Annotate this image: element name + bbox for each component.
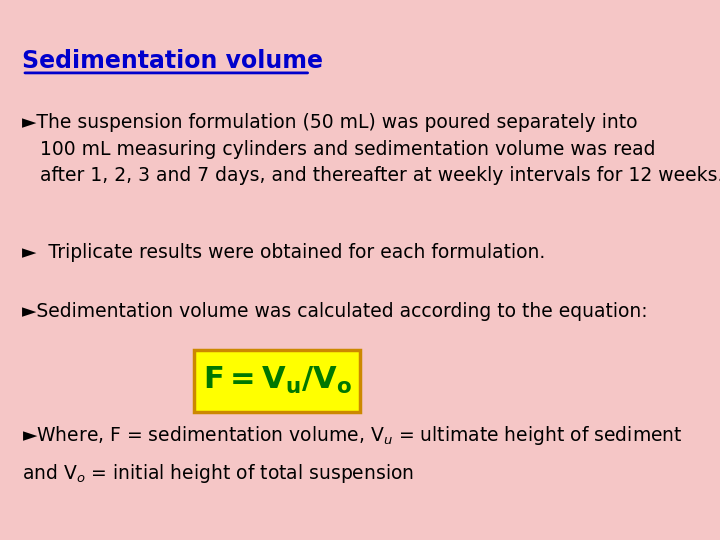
Text: ►Where, F = sedimentation volume, V$_u$ = ultimate height of sediment: ►Where, F = sedimentation volume, V$_u$ … xyxy=(22,424,683,447)
Text: ►  Triplicate results were obtained for each formulation.: ► Triplicate results were obtained for e… xyxy=(22,243,546,262)
Text: ►The suspension formulation (50 mL) was poured separately into
   100 mL measuri: ►The suspension formulation (50 mL) was … xyxy=(22,113,720,185)
FancyBboxPatch shape xyxy=(0,0,560,540)
Text: $\mathbf{F = V_u/V_o}$: $\mathbf{F = V_u/V_o}$ xyxy=(202,365,351,396)
FancyBboxPatch shape xyxy=(194,350,360,411)
Text: ►Sedimentation volume was calculated according to the equation:: ►Sedimentation volume was calculated acc… xyxy=(22,302,648,321)
Text: and V$_o$ = initial height of total suspension: and V$_o$ = initial height of total susp… xyxy=(22,462,414,485)
Text: Sedimentation volume: Sedimentation volume xyxy=(22,49,323,72)
